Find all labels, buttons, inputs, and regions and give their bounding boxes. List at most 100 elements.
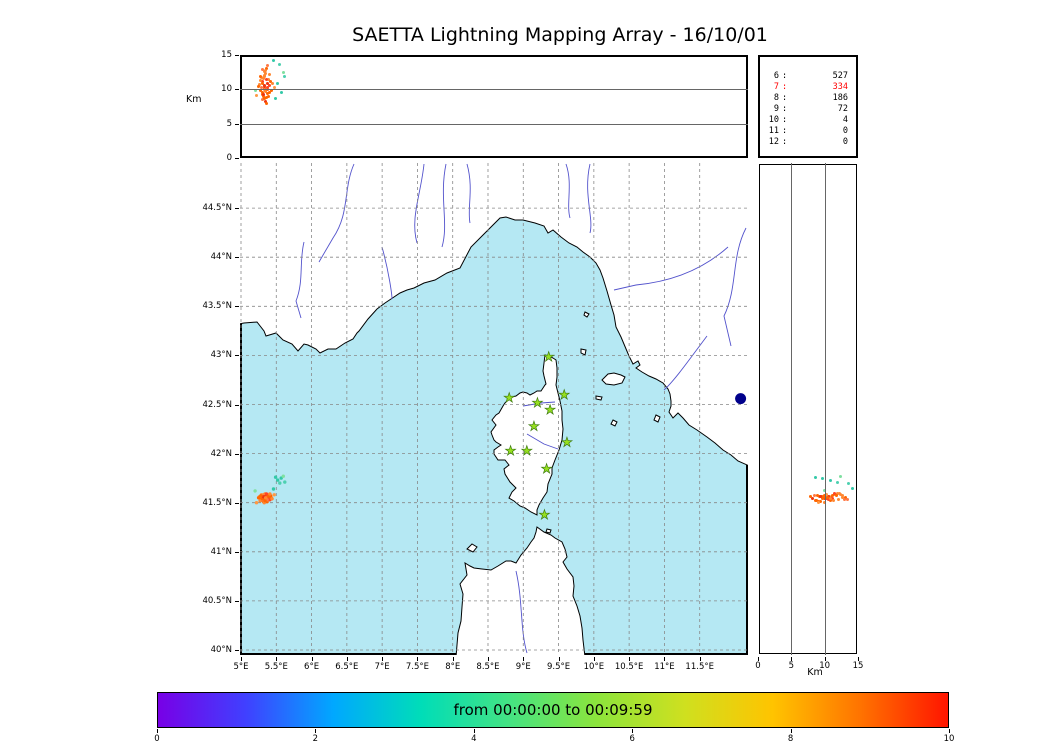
colon: : <box>782 126 788 136</box>
altitude-tick-label: 5 <box>788 661 795 671</box>
lightning-source <box>279 90 283 94</box>
altitude-latitude-panel <box>758 163 858 655</box>
lat-tick-label: 40.5°N <box>202 595 232 606</box>
lat-tick-label: 41°N <box>210 546 232 557</box>
tick-mark <box>235 158 239 159</box>
tick-mark <box>949 729 950 733</box>
colon: : <box>782 93 788 103</box>
lon-tick-label: 11.5°E <box>685 662 714 672</box>
altitude-tick-label: 10 <box>819 661 831 671</box>
lightning-source <box>811 497 815 501</box>
station-star: ★ <box>558 388 570 403</box>
lightning-source <box>266 82 270 86</box>
altitude-tick-label: 15 <box>852 661 864 671</box>
lightning-source <box>262 76 266 80</box>
lightning-source <box>264 96 268 100</box>
station-star: ★ <box>505 444 517 459</box>
station-count-row: 8: 186 <box>764 93 848 104</box>
altitude-tick-label: 10 <box>221 84 232 95</box>
altitude-tick-label: 5 <box>226 118 232 129</box>
coastline-corsica <box>490 354 564 516</box>
river <box>526 433 559 450</box>
tick-mark <box>629 657 631 661</box>
lightning-source <box>829 497 833 501</box>
tick-mark <box>824 657 826 661</box>
colorbar-tick-label: 4 <box>471 734 477 744</box>
lon-tick-label: 10.5°E <box>614 662 644 672</box>
lightning-source <box>813 475 817 479</box>
colon: : <box>782 82 788 92</box>
station-count-label: 10 <box>768 115 779 125</box>
station-count-panel: 6: 527 7: 334 8: 186 9: 72 10: 4 11: 0 12: 0 <box>758 55 858 158</box>
tick-mark <box>346 657 348 661</box>
lightning-source <box>276 478 280 482</box>
station-star: ★ <box>561 435 573 450</box>
tick-mark <box>593 657 595 661</box>
tick-mark <box>791 657 793 661</box>
station-star: ★ <box>541 462 553 477</box>
lightning-source <box>835 480 839 484</box>
lon-tick-label: 6.5°E <box>335 662 359 672</box>
map-svg: ★★ ★★★★★★ ★★★ <box>240 163 748 655</box>
lightning-source <box>255 94 259 97</box>
tick-mark <box>235 650 239 651</box>
station-count-value: 186 <box>832 93 848 103</box>
tick-mark <box>157 729 158 733</box>
station-count-label: 12 <box>768 137 779 147</box>
grid-line <box>240 123 748 125</box>
river <box>466 163 471 224</box>
lightning-source <box>819 500 823 504</box>
lightning-source <box>822 489 826 493</box>
tick-mark <box>241 657 242 661</box>
lightning-source <box>267 95 271 99</box>
river <box>381 246 393 300</box>
tick-mark <box>235 306 239 308</box>
island-giglio <box>653 414 661 423</box>
lightning-source <box>828 478 832 482</box>
lightning-source <box>261 79 265 83</box>
river <box>723 227 747 347</box>
lightning-source <box>824 493 828 497</box>
lightning-source <box>273 475 278 479</box>
colorbar-tick-label: 10 <box>943 734 955 744</box>
station-count-value: 334 <box>832 82 848 92</box>
lightning-sources-layer <box>253 474 287 505</box>
colon: : <box>782 115 788 125</box>
lightning-source <box>268 84 272 88</box>
river <box>587 163 592 234</box>
lightning-source <box>257 83 261 87</box>
grid-line <box>791 163 793 655</box>
special-marker-layer <box>735 393 747 405</box>
lat-tick-label: 41.5°N <box>202 497 232 508</box>
station-star: ★ <box>521 444 533 459</box>
lightning-source <box>830 494 834 498</box>
lightning-source <box>261 81 265 85</box>
lightning-source <box>271 58 275 62</box>
lightning-source <box>847 481 851 485</box>
lightning-source <box>264 89 268 93</box>
lightning-source <box>266 85 270 89</box>
lightning-source <box>276 82 280 86</box>
lightning-source <box>264 66 268 70</box>
lightning-source <box>845 498 849 502</box>
station-count-label: 6 <box>773 71 779 81</box>
station-count-value: 0 <box>842 126 848 136</box>
lightning-source <box>851 487 855 491</box>
lightning-source <box>813 494 817 498</box>
tick-mark <box>487 657 489 661</box>
lightning-source <box>262 92 266 96</box>
colorbar-label: from 00:00:00 to 00:09:59 <box>453 701 653 719</box>
island-capraia <box>580 348 587 356</box>
lightning-source <box>815 494 819 498</box>
figure-title: SAETTA Lightning Mapping Array - 16/10/0… <box>352 24 768 46</box>
tick-mark <box>558 657 560 661</box>
lightning-source <box>835 494 839 498</box>
altlat-axis-label: Km <box>807 667 823 678</box>
colon: : <box>782 104 788 114</box>
lightning-source <box>264 69 268 73</box>
river <box>295 241 305 319</box>
lightning-source <box>263 74 267 78</box>
river <box>613 246 729 291</box>
station-count-label: 11 <box>768 126 779 136</box>
lightning-source <box>843 496 847 500</box>
